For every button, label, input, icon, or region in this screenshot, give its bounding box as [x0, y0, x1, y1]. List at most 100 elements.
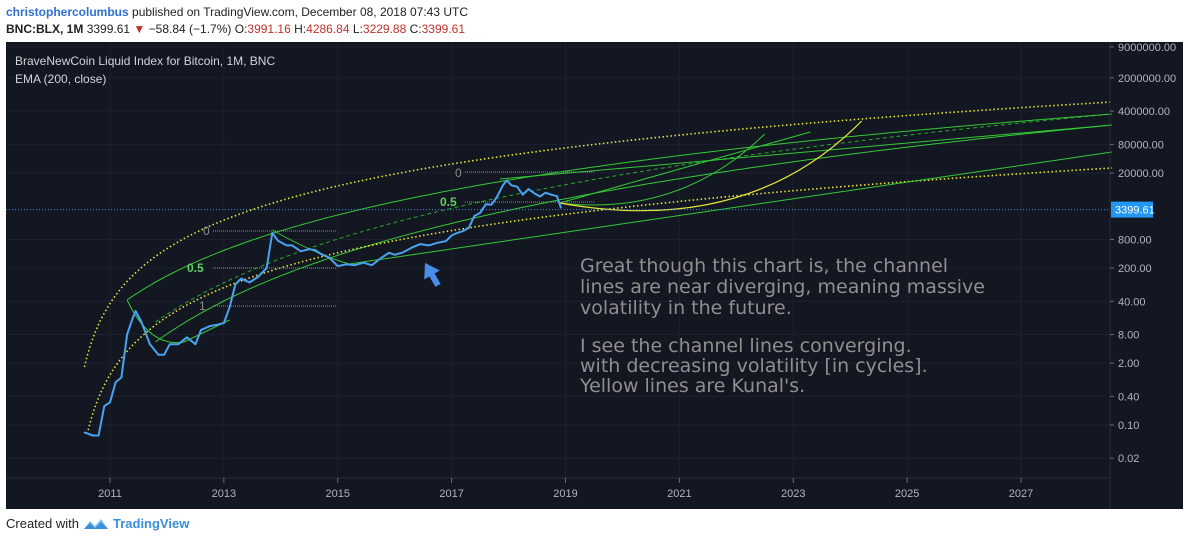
note-line-4: I see the channel lines converging. — [580, 335, 912, 357]
x-tick-label: 2015 — [326, 488, 350, 500]
fib-level-label: 1 — [199, 299, 206, 313]
price-point — [248, 281, 251, 284]
y-tick-label: 200.00 — [1118, 263, 1152, 275]
green-channel-lower — [155, 124, 1113, 343]
price-point — [157, 354, 160, 356]
y-tick-label: 8.00 — [1118, 330, 1139, 342]
tradingview-logo-icon — [83, 518, 108, 529]
price-point — [456, 232, 459, 234]
price-point — [240, 277, 242, 280]
price-point — [228, 306, 231, 309]
price-point — [299, 250, 302, 253]
note-line-1: Great though this chart is, the channel — [580, 255, 948, 277]
price-point — [485, 203, 487, 206]
y-tick-label: 2.00 — [1118, 358, 1139, 370]
y-tick-label: 0.40 — [1118, 391, 1139, 403]
price-point — [411, 246, 413, 249]
x-tick-label: 2011 — [98, 488, 122, 500]
price-point — [379, 257, 382, 260]
price-point — [208, 325, 211, 328]
published-text: published on TradingView.com, December 0… — [132, 5, 469, 19]
y-tick-label: 800.00 — [1118, 234, 1152, 246]
price-point — [388, 252, 390, 254]
y-tick-label: 400000.00 — [1118, 106, 1170, 118]
price-point — [149, 343, 151, 346]
price-point — [490, 203, 493, 206]
fib-level-label: 0.5 — [440, 195, 457, 209]
price-point — [140, 320, 143, 323]
price-point — [126, 333, 128, 336]
price-line — [84, 179, 562, 437]
price-point — [134, 310, 137, 312]
price-point — [291, 244, 294, 247]
close-label: C: — [409, 22, 422, 36]
price-point — [533, 192, 535, 194]
indicator-label: EMA (200, close) — [15, 72, 106, 86]
note-line-6: Yellow lines are Kunal's. — [579, 375, 805, 397]
symbol-info: BNC:BLX, 1M 3399.61 ▼ −58.84 (−1.7%) O:3… — [6, 22, 465, 36]
price-point — [527, 188, 530, 190]
last-price: 3399.61 — [86, 22, 131, 36]
green-trend-line — [349, 151, 1113, 265]
price-point — [462, 230, 464, 232]
price-point — [419, 243, 422, 245]
price-chart[interactable]: 0 0.5 1 0 0.5 9000000.00 2000000.00 400000.00 8… — [6, 42, 1183, 509]
created-with-text: Created with — [6, 516, 79, 531]
price-point — [362, 261, 365, 264]
price-axis[interactable]: 9000000.00 2000000.00 400000.00 80000.00 200… — [1110, 42, 1176, 465]
price-point — [371, 264, 373, 266]
channel-lines — [83, 101, 1113, 435]
price-point — [445, 240, 447, 242]
x-tick-label: 2025 — [895, 488, 919, 500]
price-point — [271, 232, 274, 234]
chart-title: BraveNewCoin Liquid Index for Bitcoin, 1… — [15, 54, 275, 68]
price-point — [114, 381, 117, 383]
price-point — [103, 405, 106, 407]
price-point — [308, 248, 311, 250]
open-value: 3991.16 — [247, 22, 291, 36]
price-point — [560, 207, 562, 209]
x-tick-label: 2027 — [1009, 488, 1033, 500]
price-point — [502, 184, 504, 187]
price-point — [544, 191, 547, 194]
green-channel-mid — [155, 113, 1113, 323]
tradingview-brand-link[interactable]: TradingView — [112, 516, 190, 531]
price-point — [194, 343, 197, 346]
price-point — [436, 242, 439, 244]
price-point — [354, 264, 356, 266]
price-point — [277, 240, 279, 242]
down-arrow-icon: ▼ — [133, 22, 146, 36]
price-point — [186, 336, 188, 339]
price-point — [109, 401, 111, 404]
price-point — [217, 323, 219, 326]
price-point — [539, 195, 541, 198]
fib-level-label: 0 — [203, 224, 210, 238]
x-tick-label: 2021 — [667, 488, 691, 500]
time-axis[interactable]: 2011 2013 2015 2017 2019 2021 2023 2025 2027 — [98, 478, 1033, 500]
price-point — [83, 431, 86, 434]
price-point — [479, 212, 481, 214]
author-link[interactable]: christophercolumbus — [6, 5, 129, 19]
price-point — [163, 354, 165, 356]
x-tick-label: 2013 — [212, 488, 236, 500]
price-point — [223, 322, 225, 324]
price-point — [169, 343, 171, 346]
price-point — [550, 193, 553, 196]
green-segment — [126, 299, 230, 344]
price-point — [92, 434, 94, 437]
green-channel-upper — [126, 113, 1113, 301]
price-point — [402, 251, 405, 254]
price-point — [428, 244, 430, 247]
price-point — [97, 434, 100, 437]
price-point — [314, 249, 316, 251]
x-tick-label: 2019 — [553, 488, 577, 500]
fib-level-label: 0.5 — [187, 261, 204, 275]
green-arc — [559, 133, 766, 206]
yellow-arc — [559, 120, 863, 212]
price-point — [345, 263, 348, 266]
y-tick-label: 0.02 — [1118, 453, 1139, 465]
low-label: L: — [352, 22, 363, 36]
current-price-badge — [1111, 201, 1153, 218]
price-change: −58.84 (−1.7%) — [148, 22, 232, 36]
y-tick-label: 9000000.00 — [1118, 42, 1176, 54]
